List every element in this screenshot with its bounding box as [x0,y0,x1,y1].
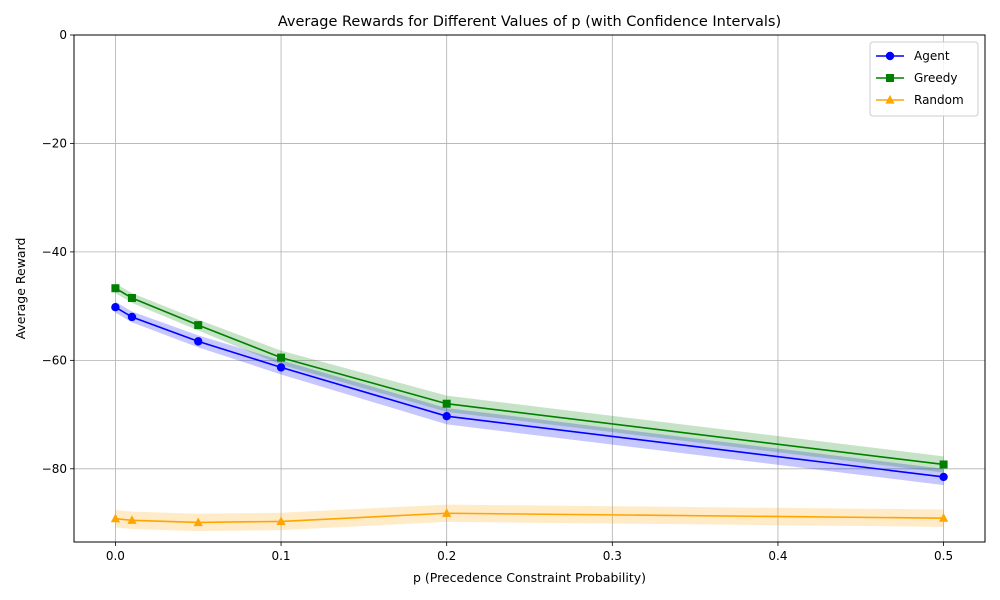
greedy-point [277,353,286,362]
y-axis-label: Average Reward [13,238,28,340]
series-lines [115,287,944,524]
random-point [276,516,286,525]
legend-label-random: Random [914,93,964,107]
agent-confidence-band [115,301,944,486]
legend-marker-greedy [886,74,894,82]
agent-point [276,363,286,372]
x-tick-label: 0.3 [603,549,622,563]
random-point [938,513,949,522]
y-tick-label: −80 [42,462,67,476]
x-axis-label: p (Precedence Constraint Probability) [413,570,646,585]
y-tick-label: −20 [42,136,67,150]
agent-point [939,472,948,482]
x-tick-label: 0.5 [934,549,953,563]
y-tick-label: −60 [42,353,67,367]
greedy-confidence-band [115,283,944,473]
agent-point [194,337,203,346]
series-markers [110,284,949,527]
plot-area-frame [73,34,986,543]
greedy-point [194,321,203,330]
greedy-point [442,399,451,408]
x-tick-label: 0.1 [271,549,290,563]
legend-marker-random [885,95,895,104]
greedy-point [127,293,136,302]
x-tick-label: 0.0 [106,549,125,563]
agent-point [111,303,120,312]
x-tick-label: 0.4 [768,549,787,563]
greedy-point [939,460,948,469]
random-point [110,513,121,523]
random-line [115,512,944,524]
greedy-line [115,287,944,466]
random-point [193,517,203,527]
confidence-bands [115,283,944,532]
random-confidence-band [115,504,944,532]
agent-point [442,411,451,421]
greedy-point [111,284,120,293]
random-point [127,515,137,524]
legend-label-agent: Agent [914,49,950,63]
random-point [442,508,452,517]
legend-marker-agent [885,51,895,61]
y-tick-label: 0 [59,28,67,42]
y-tick-label: −40 [42,245,67,259]
agent-point [127,312,137,322]
legend-label-greedy: Greedy [914,71,957,85]
legend-box [869,41,979,117]
chart-title: Average Rewards for Different Values of … [278,14,781,30]
legend: Agent Greedy Random [869,41,979,117]
x-tick-label: 0.2 [437,549,456,563]
axis-ticks: 0.0 0.1 0.2 0.3 0.4 0.5 −80 −60 −40 −20 0 [42,28,953,563]
